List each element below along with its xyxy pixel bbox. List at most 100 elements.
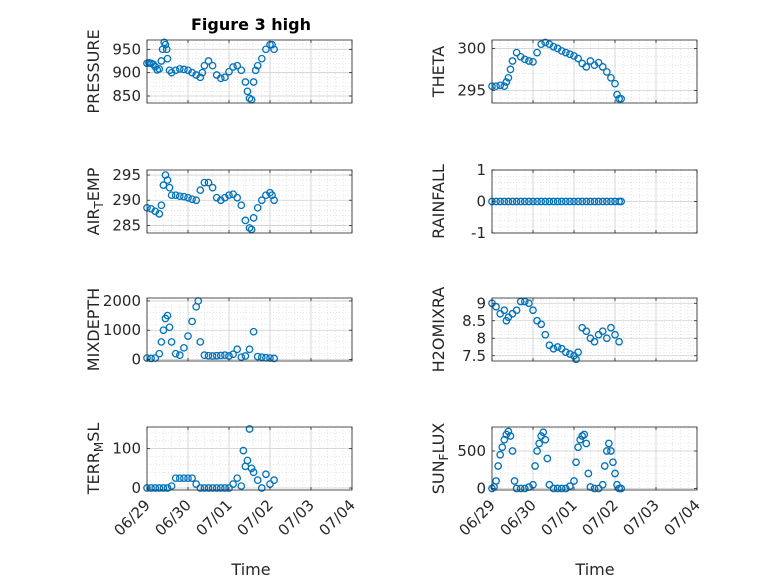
data-point	[590, 484, 599, 493]
y-tick-label: 0	[131, 351, 141, 369]
data-point	[196, 73, 205, 82]
data-point	[221, 73, 229, 82]
data-point	[249, 214, 258, 222]
data-point	[574, 197, 582, 206]
y-tick-label: 900	[112, 64, 141, 82]
data-point	[163, 484, 172, 492]
data-point	[545, 480, 554, 489]
data-point	[529, 57, 537, 66]
data-point	[163, 54, 172, 63]
data-point	[617, 94, 626, 103]
data-point	[557, 47, 566, 55]
data-point	[516, 197, 525, 206]
data-point	[617, 484, 626, 493]
data-point	[241, 216, 250, 225]
data-point	[225, 484, 233, 492]
data-point	[582, 63, 591, 71]
subplot-sun_flux: 0 500 SUNFLUX06/2906/3007/0107/0207/0307/0…	[429, 423, 704, 540]
data-point	[188, 68, 196, 77]
y-tick-label: -1	[471, 224, 486, 242]
data-point	[549, 42, 558, 51]
data-point	[253, 203, 262, 212]
data-point	[161, 40, 170, 49]
data-point	[249, 468, 258, 477]
data-point	[249, 78, 258, 86]
x-tick-label: 07/04	[316, 496, 359, 539]
data-point	[225, 67, 233, 76]
data-point	[613, 480, 621, 489]
data-point	[561, 484, 570, 493]
y-tick-label: 295	[112, 166, 141, 184]
data-point	[196, 186, 205, 195]
x-tick-label: 07/04	[661, 496, 704, 539]
data-point	[204, 57, 213, 65]
y-tick-label: 8	[476, 329, 486, 347]
x-tick-label: 06/29	[111, 496, 154, 539]
data-point	[208, 352, 217, 360]
data-point	[157, 201, 166, 210]
data-point	[180, 474, 188, 483]
data-point	[241, 78, 250, 86]
data-point	[537, 432, 546, 440]
data-point	[216, 74, 225, 83]
data-point	[582, 327, 591, 336]
data-point	[492, 302, 500, 311]
data-point	[549, 484, 558, 493]
data-point	[233, 61, 242, 70]
data-point	[492, 82, 500, 91]
data-point	[508, 197, 517, 206]
data-point	[151, 484, 160, 492]
y-tick-label: 9	[476, 294, 486, 312]
x-tick-label: 06/29	[456, 496, 499, 539]
data-point	[212, 351, 221, 360]
data-point	[233, 193, 242, 202]
data-point	[175, 65, 184, 73]
data-point	[561, 348, 570, 357]
data-point	[541, 330, 550, 339]
data-point	[192, 196, 201, 205]
data-point	[541, 38, 550, 47]
data-point	[208, 183, 217, 192]
axes-frame	[146, 39, 353, 104]
data-point	[221, 351, 229, 359]
data-point	[553, 484, 562, 493]
axes-frame	[146, 297, 353, 362]
data-point	[247, 464, 256, 473]
y-tick-label: 0	[476, 480, 486, 498]
data-point	[520, 197, 529, 206]
data-point	[188, 317, 196, 326]
data-point	[561, 48, 570, 57]
x-tick-label: 07/02	[579, 496, 622, 539]
data-point	[221, 484, 229, 492]
data-point	[184, 474, 192, 483]
data-point	[506, 432, 515, 440]
data-point	[229, 63, 237, 71]
y-axis-label: RAINFALL	[429, 164, 448, 239]
data-point	[237, 66, 246, 75]
data-point	[257, 196, 266, 205]
data-point	[553, 343, 562, 351]
data-point	[512, 197, 521, 206]
plot-area	[147, 170, 352, 233]
data-point	[262, 470, 270, 479]
data-point	[167, 338, 176, 346]
data-point	[590, 337, 599, 346]
data-point	[602, 334, 611, 343]
y-tick-label: 295	[457, 81, 486, 99]
x-tick-label: 06/30	[152, 496, 195, 539]
figure-title: Figure 3 high	[191, 15, 311, 34]
data-point	[165, 183, 174, 192]
data-point	[600, 462, 609, 470]
data-point	[159, 181, 168, 189]
data-point	[611, 330, 619, 339]
data-point	[525, 299, 533, 308]
y-axis-label: MIXDEPTH	[84, 288, 103, 371]
data-point	[180, 343, 188, 352]
y-tick-label: 850	[112, 87, 141, 105]
data-point	[510, 477, 519, 485]
data-point	[609, 458, 617, 467]
data-point	[607, 447, 615, 455]
y-axis-label: THETA	[429, 46, 448, 98]
data-point	[549, 344, 558, 353]
